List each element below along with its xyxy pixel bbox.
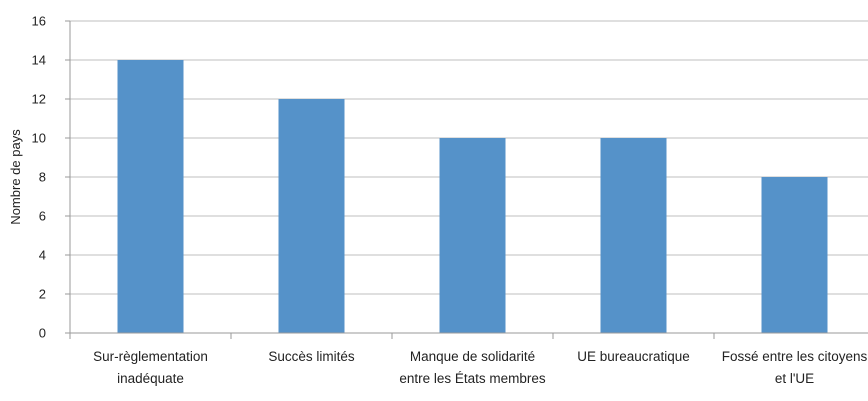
y-tick-label: 12 (32, 92, 46, 107)
y-tick-label: 6 (39, 209, 46, 224)
y-tick-labels: 0 2 4 6 8 10 12 14 16 (32, 14, 46, 341)
axes (65, 20, 868, 339)
bar (278, 99, 345, 333)
x-category-label: Sur-règlementation inadéquate (93, 349, 208, 386)
y-tick-label: 4 (39, 248, 46, 263)
bar (439, 138, 506, 333)
y-tick-label: 0 (39, 326, 46, 341)
bar (600, 138, 667, 333)
y-tick-label: 10 (32, 131, 46, 146)
y-tick-label: 14 (32, 53, 46, 68)
x-category-label: UE bureaucratique (577, 349, 690, 364)
bars (117, 60, 828, 333)
x-category-label: Fossé entre les citoyens et l'UE (722, 349, 868, 386)
x-category-label: Manque de solidarité entre les États memb… (399, 349, 546, 386)
y-tick-label: 2 (39, 287, 46, 302)
x-tick-labels: Sur-règlementation inadéquate Succès limit… (93, 349, 867, 386)
y-tick-label: 8 (39, 170, 46, 185)
bar (761, 177, 828, 333)
x-category-label: Succès limités (268, 349, 355, 364)
bar (117, 60, 184, 333)
y-tick-label: 16 (32, 14, 46, 29)
y-axis-title: Nombre de pays (8, 129, 23, 225)
